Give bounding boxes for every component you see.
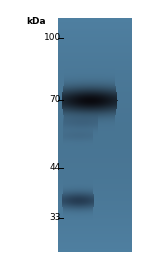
Text: 100: 100: [44, 33, 61, 42]
Text: kDa: kDa: [26, 18, 46, 26]
Text: 44: 44: [50, 163, 61, 172]
Text: 70: 70: [50, 96, 61, 104]
Text: 33: 33: [50, 214, 61, 222]
